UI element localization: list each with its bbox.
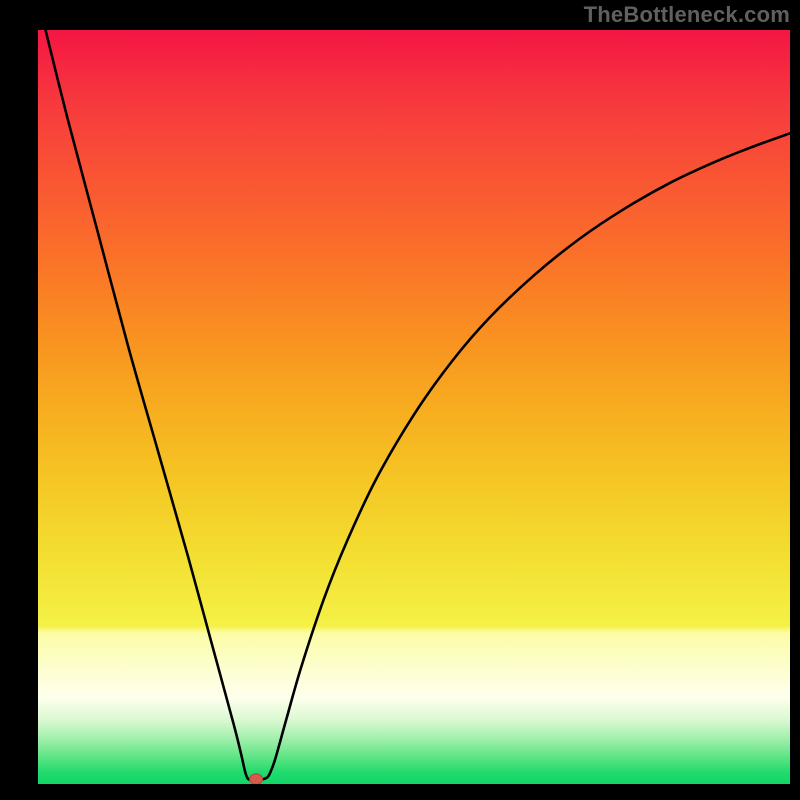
watermark-text: TheBottleneck.com xyxy=(584,2,790,28)
plot-area xyxy=(38,30,790,784)
chart-frame: TheBottleneck.com xyxy=(0,0,800,800)
gradient-background xyxy=(38,30,790,784)
plot-svg xyxy=(38,30,790,784)
minimum-marker-icon xyxy=(250,774,263,784)
